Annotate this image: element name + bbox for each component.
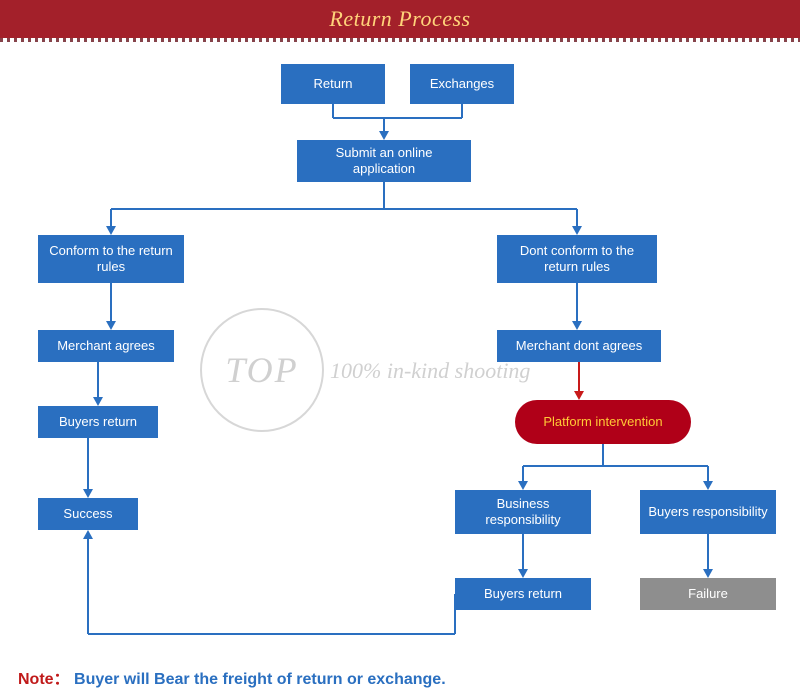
node-buyersreturnR: Buyers return [455,578,591,610]
node-failure: Failure [640,578,776,610]
node-return: Return [281,64,385,104]
node-success: Success [38,498,138,530]
node-buyersreturnL: Buyers return [38,406,158,438]
node-submit: Submit an online application [297,140,471,182]
node-buyresp: Buyers responsibility [640,490,776,534]
node-magrees: Merchant agrees [38,330,174,362]
node-platform: Platform intervention [515,400,691,444]
node-conform: Conform to the return rules [38,235,184,283]
banner-title: Return Process [329,6,470,32]
node-exchanges: Exchanges [410,64,514,104]
banner: Return Process [0,0,800,38]
flowchart-stage: TOP 100% in-kind shooting ReturnExchange… [0,42,800,695]
node-bizresp: Business responsibility [455,490,591,534]
node-dontconform: Dont conform to the return rules [497,235,657,283]
node-mdontagrees: Merchant dont agrees [497,330,661,362]
